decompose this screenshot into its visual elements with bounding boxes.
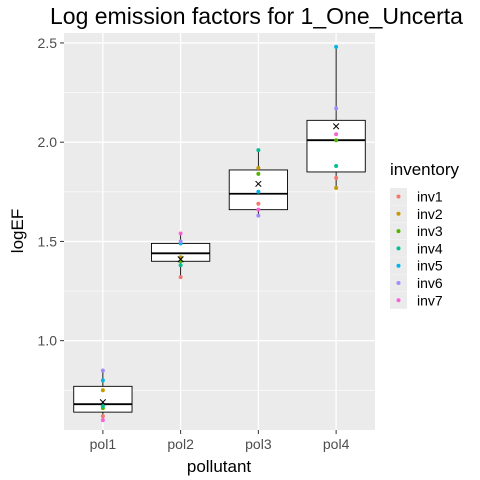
legend-swatch [396, 246, 401, 251]
y-tick-label: 1.5 [38, 233, 58, 249]
data-point [178, 239, 183, 244]
mean-marker-stroke [99, 399, 107, 406]
x-tick-label: pol4 [323, 436, 350, 452]
data-point [100, 378, 105, 383]
data-point [100, 404, 105, 409]
data-point [334, 138, 339, 143]
legend-item: inv1 [390, 188, 443, 205]
legend-item: inv6 [390, 274, 443, 292]
y-tick-label: 2.0 [38, 134, 58, 150]
data-point [256, 207, 261, 212]
legend-label: inv4 [417, 240, 443, 256]
data-point [256, 171, 261, 176]
legend-label: inv3 [417, 223, 443, 239]
mean-marker-stroke [332, 123, 340, 130]
mean-marker [177, 256, 184, 263]
data-point [100, 368, 105, 373]
legend-label: inv7 [417, 292, 443, 308]
data-point [334, 163, 339, 168]
legend-title: inventory [390, 160, 459, 179]
data-point [256, 189, 261, 194]
data-point [178, 275, 183, 280]
mean-marker [332, 123, 340, 130]
data-point [334, 185, 339, 190]
legend-item: inv2 [390, 205, 443, 223]
mean-marker [255, 180, 262, 188]
y-axis-title: logEF [8, 209, 27, 253]
legend-swatch [396, 194, 401, 199]
data-point [178, 231, 183, 236]
legend-label: inv2 [417, 206, 443, 222]
data-point [334, 106, 339, 111]
legend-label: inv5 [417, 258, 443, 274]
x-tick-label: pol3 [245, 436, 272, 452]
data-point [256, 201, 261, 206]
legend-swatch [396, 211, 401, 216]
legend-swatch [396, 281, 401, 285]
data-point [256, 213, 261, 218]
legend-item: inv4 [390, 239, 443, 257]
legend-swatch [396, 229, 401, 234]
data-point [334, 44, 339, 49]
data-point [100, 388, 105, 393]
mean-marker-stroke [255, 180, 262, 188]
legend-swatch [396, 298, 401, 303]
legend-swatch [396, 263, 401, 268]
data-point [334, 132, 339, 137]
x-axis: pol1 pol2 pol3 pol4 [90, 430, 350, 452]
legend-item: inv5 [390, 257, 443, 275]
data-point [100, 418, 105, 423]
points [100, 44, 339, 423]
y-axis: 1.0 1.5 2.0 2.5 [38, 35, 64, 349]
data-point [256, 148, 261, 153]
chart-title: Log emission factors for 1_One_Uncerta [50, 3, 463, 29]
x-tick-label: pol2 [167, 436, 194, 452]
x-tick-label: pol1 [90, 436, 117, 452]
box [306, 119, 366, 173]
mean-marker [99, 399, 107, 406]
plot-panel [64, 33, 375, 430]
y-tick-label: 1.0 [38, 333, 58, 349]
mean-marker-stroke [177, 256, 184, 263]
means [99, 123, 340, 406]
legend-label: inv6 [417, 275, 443, 291]
data-point [256, 165, 261, 170]
data-point [178, 263, 183, 268]
y-tick-label: 2.5 [38, 35, 58, 51]
data-point [100, 414, 105, 419]
legend-item: inv3 [390, 222, 443, 240]
data-point [334, 175, 339, 180]
legend-item: inv7 [390, 291, 443, 309]
legend-label: inv1 [417, 189, 443, 205]
x-axis-title: pollutant [187, 457, 252, 476]
